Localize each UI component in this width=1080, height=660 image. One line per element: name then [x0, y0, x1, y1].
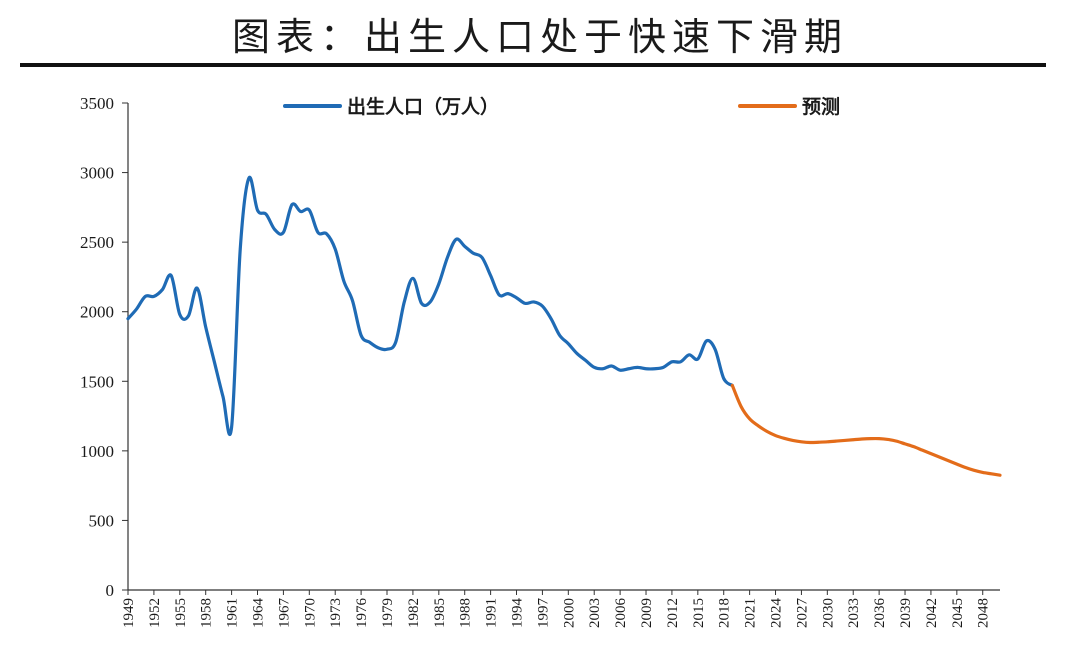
legend-label-actual: 出生人口（万人） — [347, 95, 499, 118]
x-tick-label: 2000 — [561, 598, 577, 628]
x-tick-label: 2033 — [846, 598, 862, 628]
x-axis-ticks: 1949 1952 1955 1958 1961 1964 1967 1970 1973 1976… — [121, 590, 992, 628]
series-layer — [126, 175, 1002, 477]
x-tick-label: 2024 — [769, 598, 785, 629]
legend: 出生人口（万人） 预测 — [283, 95, 840, 118]
x-tick-label: 1976 — [354, 598, 370, 629]
x-tick-label: 1982 — [406, 598, 422, 628]
page-title: 图表：出生人口处于快速下滑期 — [231, 15, 848, 59]
y-tick-label: 2500 — [80, 233, 114, 252]
x-tick-label: 2015 — [691, 598, 707, 628]
axes — [127, 103, 1000, 591]
x-tick-label: 1970 — [302, 598, 318, 628]
x-tick-label: 1985 — [432, 598, 448, 628]
x-tick-label: 2003 — [587, 598, 603, 628]
x-tick-label: 2009 — [639, 598, 655, 628]
x-tick-label: 2039 — [898, 598, 914, 628]
series-line-actual — [126, 175, 734, 437]
x-tick-label: 1991 — [484, 598, 500, 628]
y-tick-label: 1500 — [80, 372, 114, 391]
x-tick-label: 1988 — [458, 598, 474, 628]
x-tick-label: 2048 — [976, 598, 992, 628]
x-tick-label: 1952 — [147, 598, 163, 628]
x-tick-label: 1955 — [173, 598, 189, 628]
x-tick-label: 2021 — [743, 598, 759, 628]
x-tick-label: 1949 — [121, 598, 137, 628]
x-tick-label: 1997 — [535, 598, 551, 629]
y-tick-label: 500 — [89, 511, 115, 530]
x-tick-label: 1961 — [225, 598, 241, 628]
x-tick-label: 1994 — [510, 598, 526, 629]
y-tick-label: 3500 — [80, 94, 114, 113]
y-tick-label: 2000 — [80, 303, 114, 322]
x-tick-label: 2036 — [872, 598, 888, 629]
x-tick-label: 1964 — [251, 598, 267, 629]
x-tick-label: 2012 — [665, 598, 681, 628]
x-tick-label: 1973 — [328, 598, 344, 628]
x-tick-label: 1967 — [276, 598, 292, 629]
x-tick-label: 2018 — [717, 598, 733, 628]
y-axis-ticks: 0 500 1000 1500 2000 2500 3000 3500 — [80, 94, 128, 600]
x-tick-label: 2030 — [820, 598, 836, 628]
y-tick-label: 3000 — [80, 164, 114, 183]
x-tick-label: 1979 — [380, 598, 396, 628]
x-tick-label: 2006 — [613, 598, 629, 629]
y-tick-label: 1000 — [80, 442, 114, 461]
title-divider — [20, 63, 1046, 67]
legend-label-forecast: 预测 — [802, 96, 840, 118]
series-line-forecast — [730, 383, 1002, 477]
x-tick-label: 2045 — [950, 598, 966, 628]
x-tick-label: 1958 — [199, 598, 215, 628]
x-tick-label: 2042 — [924, 598, 940, 628]
y-tick-label: 0 — [106, 581, 115, 600]
x-tick-label: 2027 — [794, 598, 810, 629]
